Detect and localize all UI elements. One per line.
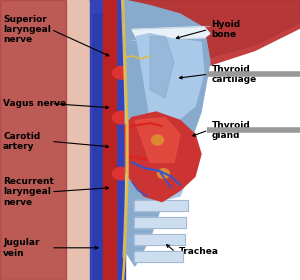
Polygon shape xyxy=(134,154,189,202)
Polygon shape xyxy=(135,118,180,162)
Text: Jugular
vein: Jugular vein xyxy=(3,238,40,258)
Polygon shape xyxy=(120,0,300,62)
Polygon shape xyxy=(124,112,201,202)
Polygon shape xyxy=(103,0,116,280)
Polygon shape xyxy=(136,34,204,123)
Text: Trachea: Trachea xyxy=(178,248,218,256)
Polygon shape xyxy=(132,27,210,41)
Text: Superior
laryngeal
nerve: Superior laryngeal nerve xyxy=(3,15,51,44)
Polygon shape xyxy=(93,14,105,280)
Text: Thyroid
cartilage: Thyroid cartilage xyxy=(212,64,257,84)
Ellipse shape xyxy=(158,169,169,179)
Text: Recurrent
laryngeal
nerve: Recurrent laryngeal nerve xyxy=(3,177,54,207)
Polygon shape xyxy=(134,217,186,228)
Polygon shape xyxy=(90,0,300,70)
Polygon shape xyxy=(134,251,183,262)
Text: Vagus nerve: Vagus nerve xyxy=(3,99,66,108)
Text: Carotid
artery: Carotid artery xyxy=(3,132,40,151)
Ellipse shape xyxy=(112,67,130,79)
Polygon shape xyxy=(90,0,124,280)
Ellipse shape xyxy=(112,111,130,124)
Polygon shape xyxy=(150,36,174,98)
Ellipse shape xyxy=(152,135,164,145)
Ellipse shape xyxy=(112,167,130,180)
Polygon shape xyxy=(134,234,184,245)
Polygon shape xyxy=(0,0,66,280)
Text: Hyoid
bone: Hyoid bone xyxy=(212,20,241,39)
Polygon shape xyxy=(124,0,210,266)
Text: Thyroid
gland: Thyroid gland xyxy=(212,120,250,140)
Polygon shape xyxy=(134,200,188,211)
Polygon shape xyxy=(0,0,174,280)
